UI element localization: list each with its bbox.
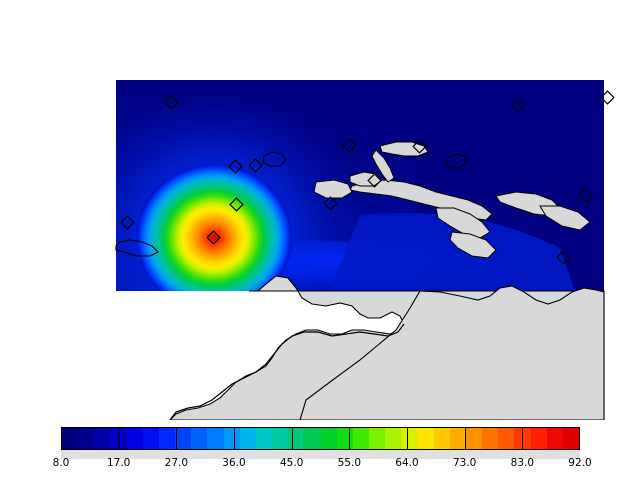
station-marker[interactable]	[248, 158, 263, 173]
colorbar-label-17.0: 17.0	[106, 457, 131, 469]
colorbar-swatch-4	[126, 428, 143, 449]
southeast-landmass	[299, 285, 605, 421]
colorbar-tick-marks	[61, 427, 580, 450]
station-marker[interactable]	[367, 173, 382, 188]
colorbar-label-73.0: 73.0	[452, 457, 477, 469]
colorbar-swatch-7	[175, 428, 192, 449]
small-lake-outline	[262, 151, 287, 167]
colorbar-swatch-27	[498, 428, 515, 449]
colorbar-label-92.0: 92.0	[568, 457, 592, 469]
island-east-lower	[449, 231, 497, 259]
colorbar-swatch-19	[368, 428, 386, 449]
colorbar-swatch-11	[239, 428, 256, 449]
colorbar-tick-73.0	[464, 427, 466, 450]
colorbar-label-27.0: 27.0	[164, 457, 189, 469]
colorbar-tick-55.0	[349, 427, 351, 450]
colorbar-swatch-25	[465, 428, 483, 449]
colorbar-swatch-10	[223, 428, 240, 449]
colorbar-tick-36.0	[234, 427, 235, 450]
map-svg	[115, 80, 615, 421]
station-markers	[120, 90, 615, 265]
station-marker[interactable]	[412, 139, 427, 154]
colorbar-swatch-2	[94, 428, 111, 449]
colorbar-swatch-12	[255, 428, 273, 449]
colorbar-tick-64.0	[407, 427, 408, 450]
colorbar-swatch-0	[62, 428, 79, 449]
colorbar-swatch-13	[272, 428, 289, 449]
colorbar-swatch-15	[304, 428, 321, 449]
island-far-east-lower	[539, 205, 591, 231]
colorbar-label-64.0: 64.0	[395, 457, 419, 469]
colorbar-label-8.0: 8.0	[52, 457, 70, 469]
station-marker[interactable]	[164, 95, 179, 110]
station-marker[interactable]	[323, 196, 338, 211]
south-coastline	[169, 323, 405, 421]
colorbar-swatch-6	[158, 428, 176, 449]
colorbar-swatch-26	[482, 428, 499, 449]
colorbar-caption: 95th percentile of daily rain (mm/day) o…	[0, 471, 640, 480]
station-marker-edge[interactable]	[600, 90, 615, 105]
colorbar-swatch-3	[110, 428, 127, 449]
colorbar-label-45.0: 45.0	[279, 457, 304, 469]
island-east-mid	[435, 207, 491, 239]
colorbar-tick-17.0	[118, 427, 120, 450]
colorbar-swatch-31	[562, 428, 579, 449]
colorbar-swatch-18	[352, 428, 369, 449]
colorbar-swatch-29	[530, 428, 547, 449]
west-island-outline	[115, 239, 159, 257]
colorbar-swatch-21	[401, 428, 418, 449]
north-peninsula-tip	[379, 141, 429, 157]
colorbar-tick-45.0	[291, 427, 293, 450]
colorbar-swatch-5	[142, 428, 159, 449]
colorbar-tick-83.0	[522, 427, 524, 450]
colorbar-swatches	[61, 427, 580, 450]
rain-hotspot	[136, 164, 292, 291]
station-marker[interactable]	[229, 197, 244, 212]
colorbar-panel: 8.0 17.0 27.0 36.0 45.0 55.0 64.0 73.0 83.0 92.0 …	[0, 420, 640, 480]
colorbar-swatch-16	[320, 428, 337, 449]
channel-band-east	[330, 213, 575, 291]
map-panel	[115, 80, 615, 421]
colorbar-underbar	[61, 450, 580, 459]
colorbar-swatch-9	[207, 428, 224, 449]
station-marker[interactable]	[120, 215, 135, 230]
colorbar-swatch-22	[417, 428, 434, 449]
station-marker[interactable]	[556, 250, 571, 265]
small-island-outline	[445, 153, 467, 169]
colorbar-label-83.0: 83.0	[510, 457, 535, 469]
station-marker-peak[interactable]	[206, 230, 221, 245]
land-features	[115, 141, 605, 421]
station-marker[interactable]	[578, 188, 593, 203]
colorbar-tick-27.0	[176, 427, 178, 450]
colorbar-swatch-24	[449, 428, 466, 449]
colorbar-swatch-23	[433, 428, 450, 449]
station-marker[interactable]	[511, 98, 526, 113]
rain-field	[116, 80, 604, 291]
colorbar-swatch-17	[336, 428, 353, 449]
colorbar-swatch-8	[191, 428, 208, 449]
colorbar-swatch-20	[385, 428, 402, 449]
colorbar-label-55.0: 55.0	[337, 457, 362, 469]
colorbar-tick-labels: 8.0 17.0 27.0 36.0 45.0 55.0 64.0 73.0 83.0 92.0	[0, 457, 640, 471]
station-marker[interactable]	[342, 138, 357, 153]
colorbar-swatch-30	[546, 428, 563, 449]
north-peninsula-arm	[371, 149, 395, 183]
colorbar-swatch-1	[78, 428, 95, 449]
island-west	[313, 179, 353, 199]
station-marker[interactable]	[228, 159, 243, 174]
colorbar-label-36.0: 36.0	[222, 457, 246, 469]
